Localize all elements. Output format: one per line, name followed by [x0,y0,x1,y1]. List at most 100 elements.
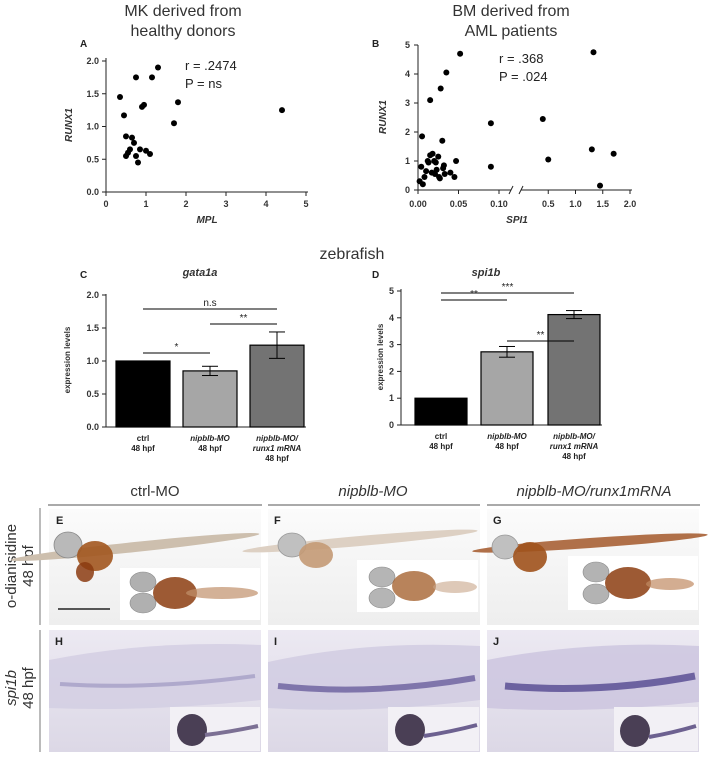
panel-b-ylabel: RUNX1 [378,100,389,134]
panel-a-xtick-label: 4 [263,199,268,209]
panel-a-point [123,152,129,159]
panel-a-ytick-label: 0.0 [86,187,99,197]
panel-c-category-label: nipblb-MO/ [256,434,299,443]
panel-b-point [487,120,494,127]
panel-b-point [487,163,494,170]
panel-b-point [425,159,432,166]
panel-b-point [419,181,426,188]
panel-a-point [171,120,177,127]
panel-a-point [175,99,181,106]
panel-b-point [539,115,546,122]
panel-letter-a: A [80,39,87,50]
panel-a-point [123,133,129,140]
panel-b-point [435,153,442,160]
panel-a-point [149,74,155,81]
row-label-odianisidine-line1: o-dianisidine [3,524,20,608]
panel-b-point [427,97,434,104]
panel-letter-g: G [493,515,502,527]
panel-a-annotation-p: P = ns [185,76,222,91]
panel-a-point [117,94,123,101]
panel-c-category-label: ctrl [137,434,149,443]
panel-a-title-line2: healthy donors [131,23,236,40]
panel-d-ylabel: expression levels [376,323,385,390]
panel-b-point [437,85,444,92]
panel-b-point [588,146,595,153]
panel-a-ylabel: RUNX1 [64,108,75,142]
panel-b-title-line1: BM derived from [452,3,569,20]
panel-b-point [451,173,458,180]
image-panel-j: J [487,630,699,752]
panel-b-plot: 0 1 2 3 4 5 0.00 0.05 0.10 0.5 1.0 1.5 2.0 [405,40,636,209]
panel-d-ytick-label: 0 [389,420,394,430]
panel-d-category-label: nipblb-MO [487,432,527,441]
panel-c-bar [182,370,238,428]
panel-b-annotation-p: P = .024 [499,69,548,84]
panel-a-point [143,147,149,154]
panel-letter-b: B [372,39,379,50]
panel-b-ytick-label: 4 [405,69,410,79]
column-header-rescue: nipblb-MO/runx1mRNA [516,483,671,500]
panel-c-ytick-label: 1.5 [86,323,99,333]
panel-c-bar [115,360,171,428]
panel-c-sig-label: ** [240,313,248,324]
panel-letter-h: H [55,636,63,648]
panel-b-point [443,69,450,76]
image-panel-e: E [10,509,261,625]
panel-d-bar [547,313,601,426]
panel-letter-e: E [56,515,63,527]
panel-b-xtick-label: 0.05 [450,199,468,209]
panel-a-point [135,159,141,166]
panel-a-ytick-label: 1.0 [86,122,99,132]
panel-b-point [441,171,448,178]
panel-b-xtick-label: 0.5 [542,199,555,209]
panel-b-point [597,182,604,189]
panel-a-xtick-label: 5 [303,199,308,209]
panel-a-point [127,146,133,153]
panel-a-ytick-label: 1.5 [86,89,99,99]
panel-b-xtick-label: 2.0 [624,199,637,209]
panel-a-point [133,152,139,159]
panel-d-category-label: ctrl [435,432,447,441]
row-label-odianisidine: o-dianisidine 48 hpf [3,508,41,625]
panel-b-point [418,163,425,170]
panel-b-point [590,49,597,56]
panel-c-category-label: 48 hpf [131,444,155,453]
panel-d-category-label: 48 hpf [429,442,453,451]
panel-b-point [457,50,464,57]
panel-b-point [419,133,426,140]
panel-a-plot: 0.0 0.5 1.0 1.5 2.0 0 1 2 3 4 5 [86,56,308,209]
panel-b-point [610,150,617,157]
panel-d-category-label: 48 hpf [495,442,519,451]
panel-a-xtick-label: 0 [103,199,108,209]
panel-a-point [137,146,143,153]
panel-b-xtick-label: 1.5 [596,199,609,209]
panel-d-category-label: runx1 mRNA [550,442,599,451]
column-header-nipblb-mo: nipblb-MO [338,483,408,500]
panel-b-point [447,169,454,176]
panel-a-point [155,64,161,71]
panel-d-bar [480,351,534,426]
panel-letter-i: I [274,636,277,648]
panel-letter-j: J [493,636,499,648]
panel-c-ytick-label: 0.0 [86,422,99,432]
panel-d-category-label: 48 hpf [562,452,586,461]
column-header-ctrl-mo: ctrl-MO [130,483,179,500]
panel-letter-c: C [80,270,87,281]
panel-d-sig-label: ** [470,289,478,300]
column-headers: ctrl-MO nipblb-MO nipblb-MO/runx1mRNA [48,483,700,506]
panel-c-sig-label: * [175,342,179,353]
row-label-spi1b-line1: spi1b [3,670,20,706]
panel-a-point [129,134,135,141]
panel-d-sig-label: ** [537,330,545,341]
panel-b-point [440,162,447,169]
panel-a-ytick-label: 0.5 [86,154,99,164]
zebrafish-heading: zebrafish [320,246,385,263]
panel-d-ytick-label: 2 [389,366,394,376]
panel-a-title-line1: MK derived from [124,3,241,20]
panel-c-plot: 0.00.51.01.52.0 n.s*** [86,290,306,432]
panel-b-point [439,137,446,144]
panel-c-category-label: 48 hpf [265,454,289,463]
panel-a-xlabel: MPL [196,215,217,226]
panel-b-point [432,159,439,166]
